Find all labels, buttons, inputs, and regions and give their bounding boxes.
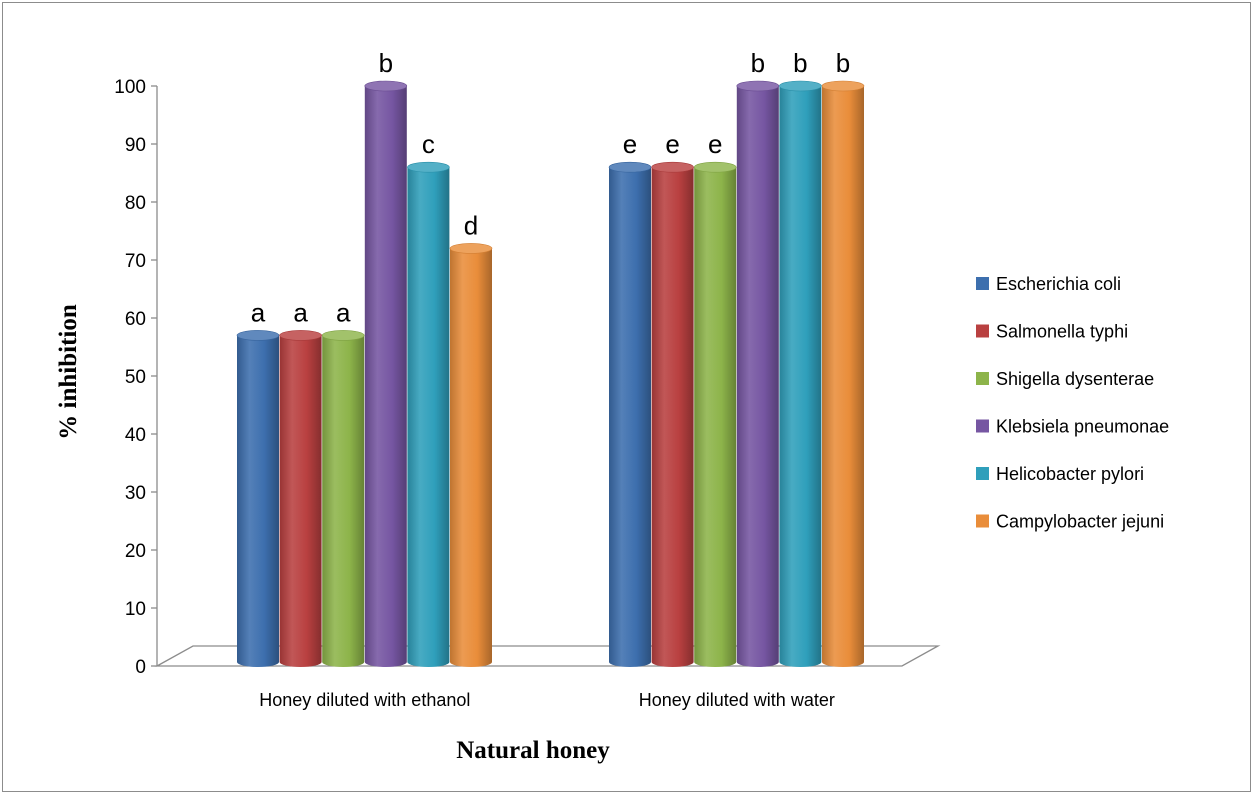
bar-body (322, 335, 365, 667)
y-axis-title: % inhibition (55, 304, 82, 440)
bar (608, 161, 652, 667)
y-tick-label: 30 (125, 483, 146, 504)
data-label: a (251, 297, 266, 327)
bar (779, 80, 822, 668)
y-tick-label: 80 (125, 193, 146, 214)
bar (449, 243, 493, 667)
bar (279, 330, 322, 668)
bar-body (407, 167, 450, 668)
x-axis-title: Natural honey (456, 737, 610, 764)
legend-label: Escherichia coli (996, 274, 1121, 294)
data-label: b (793, 48, 807, 78)
data-label: a (293, 297, 308, 327)
legend-swatch (976, 514, 989, 528)
bar-body (364, 86, 407, 668)
bar (236, 330, 280, 667)
y-axis: 0 10 20 30 40 50 60 70 80 90 100 (114, 77, 158, 678)
floor-plane (154, 645, 941, 667)
legend-label: Salmonella typhi (996, 322, 1128, 342)
legend-swatch (976, 324, 989, 338)
bar-body (609, 167, 651, 667)
bar-top (279, 330, 322, 341)
y-tick-label: 100 (114, 77, 146, 98)
bar (364, 80, 408, 668)
legend-label: Shigella dysenterae (996, 369, 1154, 389)
bar-body (736, 86, 779, 668)
bar (821, 80, 865, 667)
bar-top (651, 161, 694, 173)
data-label: e (623, 129, 637, 159)
data-label: e (708, 129, 722, 159)
chart-floor (154, 645, 941, 667)
bar-top (449, 243, 493, 254)
legend-swatch (976, 467, 989, 480)
y-tick-label: 20 (125, 541, 146, 562)
bar-body (651, 167, 694, 668)
legend-swatch (976, 419, 989, 433)
data-label: a (336, 297, 351, 327)
legend-item: Klebsiela pneumonae (976, 417, 1169, 437)
bar-top (321, 330, 365, 341)
bar (407, 161, 450, 668)
y-tick-label: 50 (125, 367, 146, 388)
data-label: d (464, 210, 478, 240)
legend: Escherichia coli Salmonella typhi Shigella… (976, 274, 1169, 532)
y-tick-label: 40 (125, 425, 146, 446)
y-tick-label: 90 (125, 135, 146, 156)
bar (693, 161, 737, 668)
bar-body (779, 86, 822, 668)
bar-body (450, 248, 492, 667)
legend-item: Salmonella typhi (976, 322, 1128, 342)
legend-label: Helicobacter pylori (996, 464, 1144, 484)
y-tick-label: 10 (125, 599, 146, 620)
bar-top (779, 80, 822, 92)
legend-label: Campylobacter jejuni (996, 512, 1164, 532)
legend-item: Helicobacter pylori (976, 464, 1144, 484)
bar (321, 330, 365, 667)
bar-top (236, 330, 280, 341)
legend-swatch (976, 277, 989, 290)
data-label: b (379, 48, 393, 78)
data-label: b (836, 48, 850, 78)
bar-body (279, 335, 322, 668)
bar (651, 161, 694, 668)
bar-top (364, 80, 408, 92)
category-label: Honey diluted with water (639, 690, 835, 710)
category-labels: Honey diluted with ethanol Honey diluted … (259, 690, 835, 710)
y-tick-label: 70 (125, 251, 146, 272)
data-label: c (422, 129, 435, 159)
bar-body (822, 86, 864, 667)
bar-top (821, 80, 865, 92)
bar-top (407, 161, 450, 173)
legend-swatch (976, 372, 989, 385)
bar-top (608, 161, 652, 173)
bar-body (694, 167, 737, 668)
y-tick-label: 0 (135, 657, 146, 678)
legend-item: Shigella dysenterae (976, 369, 1154, 389)
data-label: b (751, 48, 765, 78)
bar-top (736, 80, 780, 92)
legend-label: Klebsiela pneumonae (996, 417, 1169, 437)
bar (736, 80, 780, 668)
legend-item: Escherichia coli (976, 274, 1121, 294)
y-tick-label: 60 (125, 309, 146, 330)
data-label: e (665, 129, 679, 159)
bar-top (693, 161, 737, 173)
bar-body (237, 335, 279, 667)
category-label: Honey diluted with ethanol (259, 690, 470, 710)
legend-item: Campylobacter jejuni (976, 512, 1164, 532)
